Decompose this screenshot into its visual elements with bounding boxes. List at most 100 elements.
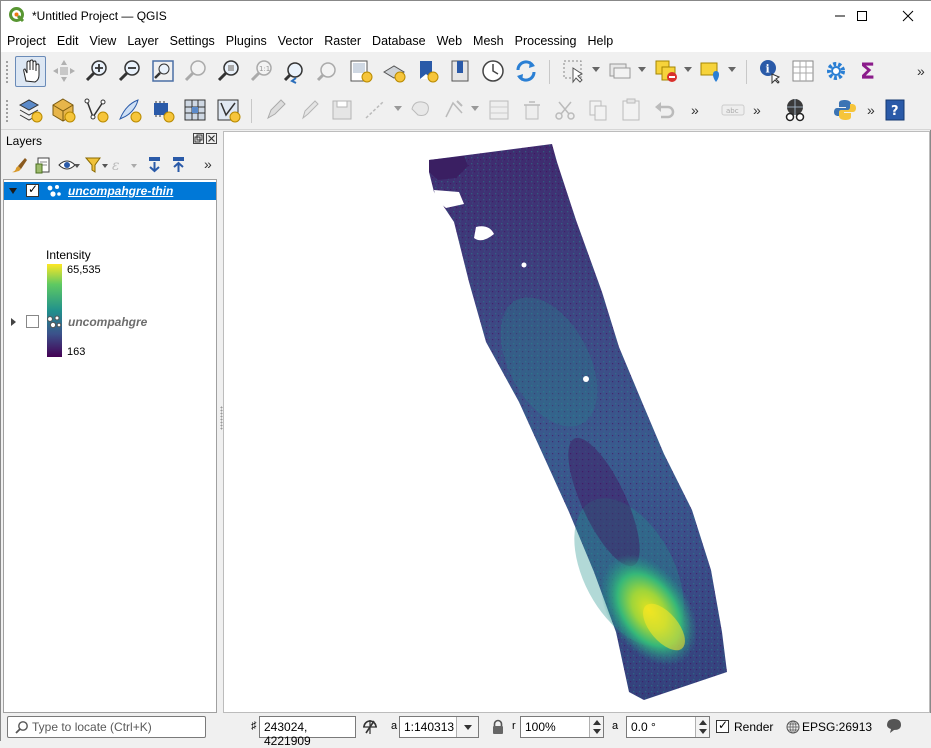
layer-row-uncompahgre[interactable]: uncompahgre (4, 313, 216, 331)
statistical-summary-button[interactable]: Σ (856, 58, 882, 85)
toolbar-overflow-button[interactable]: » (867, 102, 875, 118)
undock-panel-button[interactable] (193, 133, 204, 144)
add-polygon-button[interactable] (408, 97, 434, 123)
select-features-button[interactable] (561, 58, 587, 84)
chevron-down-icon[interactable] (638, 67, 646, 73)
chevron-down-icon[interactable] (74, 164, 82, 170)
open-data-source-manager-button[interactable] (17, 97, 43, 123)
filter-by-expression-button[interactable]: ε (111, 155, 131, 175)
delete-selected-button[interactable] (519, 97, 545, 123)
coordinate-field[interactable]: 243024, 4221909 (259, 716, 356, 748)
chevron-down-icon[interactable] (684, 67, 692, 73)
vertex-tool-button[interactable] (441, 97, 467, 123)
minimize-button[interactable] (817, 1, 863, 31)
locator-input[interactable] (32, 719, 202, 735)
menu-database[interactable]: Database (372, 34, 426, 48)
collapse-all-button[interactable] (169, 155, 189, 175)
maximize-button[interactable] (839, 1, 885, 31)
zoom-last-button[interactable] (282, 58, 308, 84)
help-button[interactable]: ? (882, 97, 908, 123)
layer-row-uncompahgre-thin[interactable]: ✓ uncompahgre-thin (4, 182, 216, 200)
refresh-button[interactable] (513, 58, 539, 84)
toolbar-overflow-button[interactable]: » (753, 102, 761, 118)
pan-to-selection-button[interactable] (51, 58, 77, 84)
menu-web[interactable]: Web (436, 34, 463, 48)
add-vector-layer-button[interactable] (215, 97, 241, 123)
new-spatial-bookmark-button[interactable] (414, 58, 440, 84)
paste-features-button[interactable] (618, 97, 644, 123)
copy-features-button[interactable] (585, 97, 611, 123)
toolbar-grip[interactable] (5, 60, 9, 84)
magnifier-spinbox[interactable]: 100% (520, 716, 604, 738)
menu-processing[interactable]: Processing (514, 34, 577, 48)
menu-settings[interactable]: Settings (169, 34, 215, 48)
chevron-down-icon[interactable] (394, 106, 402, 112)
rotation-spin-buttons[interactable] (695, 717, 709, 737)
menu-mesh[interactable]: Mesh (473, 34, 504, 48)
filter-legend-button[interactable] (84, 155, 104, 175)
zoom-next-button[interactable] (315, 58, 341, 84)
toggle-extents-icon[interactable] (361, 718, 379, 736)
toolbar-overflow-button[interactable]: » (691, 102, 699, 118)
new-geopackage-layer-button[interactable] (50, 97, 76, 123)
expand-all-button[interactable] (145, 155, 165, 175)
identify-features-button[interactable]: i (757, 58, 783, 85)
chevron-down-icon[interactable] (131, 164, 139, 170)
menu-vector[interactable]: Vector (277, 34, 314, 48)
zoom-native-button[interactable]: 1:1 (249, 58, 275, 84)
new-map-view-button[interactable] (348, 58, 374, 84)
zoom-in-button[interactable] (84, 58, 110, 84)
chevron-down-icon[interactable] (728, 67, 736, 73)
panel-splitter[interactable] (220, 406, 223, 430)
toolbar-overflow-button[interactable]: » (917, 63, 925, 79)
map-canvas[interactable] (223, 131, 930, 713)
zoom-to-layer-button[interactable] (216, 58, 242, 84)
undo-button[interactable] (651, 97, 677, 123)
modify-attributes-button[interactable] (486, 97, 512, 123)
render-checkbox[interactable]: ✓ (716, 718, 729, 733)
toolbox-button[interactable] (823, 58, 849, 84)
new-shapefile-layer-button[interactable] (83, 97, 109, 123)
lock-icon[interactable] (491, 719, 505, 735)
label-toolbar-button[interactable]: abc (720, 97, 746, 123)
toggle-editing-button[interactable] (263, 97, 289, 123)
chevron-down-icon[interactable] (471, 106, 479, 112)
zoom-out-button[interactable] (117, 58, 143, 84)
layer-visibility-checkbox[interactable]: ✓ (26, 182, 39, 197)
magnifier-spin-buttons[interactable] (589, 717, 603, 737)
menu-raster[interactable]: Raster (324, 34, 362, 48)
menu-plugins[interactable]: Plugins (225, 34, 267, 48)
new-temporary-scratch-layer-button[interactable] (116, 97, 142, 123)
new-virtual-layer-button[interactable] (149, 97, 175, 123)
python-console-button[interactable] (832, 97, 858, 123)
menu-edit[interactable]: Edit (56, 34, 79, 48)
deselect-features-button[interactable] (653, 58, 679, 84)
metasearch-button[interactable] (782, 97, 808, 123)
rotation-spinbox[interactable]: 0.0 ° (626, 716, 710, 738)
pan-map-button[interactable] (15, 56, 46, 87)
close-panel-button[interactable] (206, 133, 217, 144)
menu-help[interactable]: Help (587, 34, 614, 48)
save-layer-edits-button[interactable] (329, 97, 355, 123)
layer-visibility-checkbox[interactable] (26, 315, 39, 328)
menu-layer[interactable]: Layer (127, 34, 159, 48)
zoom-full-button[interactable] (150, 58, 176, 84)
open-field-calculator-button[interactable] (790, 58, 816, 84)
scale-dropdown-button[interactable] (456, 717, 478, 737)
scale-combobox[interactable]: 1:140313 (399, 716, 479, 738)
new-3d-map-view-button[interactable] (381, 58, 407, 84)
toolbar-grip[interactable] (5, 99, 9, 123)
open-layer-styling-button[interactable] (9, 155, 29, 175)
locator-bar[interactable] (7, 716, 206, 738)
expand-arrow-icon[interactable] (8, 186, 18, 196)
expand-arrow-icon[interactable] (8, 317, 18, 327)
close-button[interactable] (885, 1, 931, 31)
current-edits-button[interactable] (296, 97, 322, 123)
select-by-location-button[interactable] (699, 58, 725, 84)
chevron-down-icon[interactable] (592, 67, 600, 73)
add-raster-layer-button[interactable] (182, 97, 208, 123)
menu-project[interactable]: Project (7, 34, 46, 48)
select-by-value-button[interactable] (607, 58, 633, 84)
show-bookmarks-button[interactable] (447, 58, 473, 84)
zoom-to-selection-button[interactable] (183, 58, 209, 84)
